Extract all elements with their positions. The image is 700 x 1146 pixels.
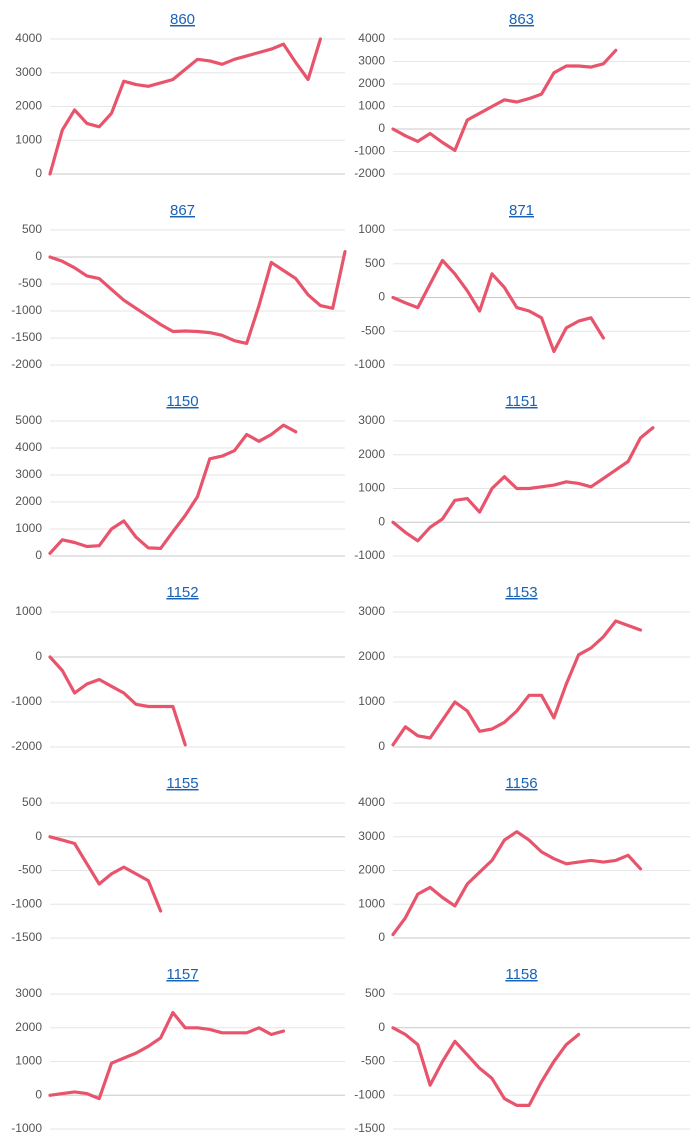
y-tick-label: -2000 <box>11 739 42 753</box>
data-line <box>391 48 618 152</box>
chart-title[interactable]: 1157 <box>166 966 198 983</box>
y-tick-label: 1000 <box>15 132 42 146</box>
y-tick-label: 2000 <box>358 76 385 90</box>
data-line <box>48 250 347 345</box>
y-tick-label: 0 <box>378 930 385 944</box>
data-line <box>391 426 655 543</box>
y-tick-label: 1000 <box>358 222 385 236</box>
y-tick-label: 4000 <box>15 31 42 45</box>
y-tick-label: 5000 <box>15 413 42 427</box>
y-tick-label: -1000 <box>11 303 42 317</box>
data-line <box>48 655 187 747</box>
y-tick-label: -1500 <box>11 930 42 944</box>
y-tick-label: 0 <box>35 249 42 263</box>
y-tick-label: 2000 <box>15 494 42 508</box>
y-tick-label: 2000 <box>15 99 42 113</box>
y-tick-label: 1000 <box>358 99 385 113</box>
y-tick-label: -500 <box>18 276 42 290</box>
y-tick-label: 1000 <box>358 896 385 910</box>
y-tick-label: 1000 <box>15 604 42 618</box>
y-tick-label: 1000 <box>358 481 385 495</box>
y-tick-label: 1000 <box>15 1054 42 1068</box>
y-tick-label: -1000 <box>11 694 42 708</box>
chart-title[interactable]: 1151 <box>505 393 537 410</box>
y-tick-label: 0 <box>378 290 385 304</box>
y-tick-label: 3000 <box>358 604 385 618</box>
y-tick-label: -500 <box>361 323 385 337</box>
chart-title[interactable]: 1150 <box>166 393 198 410</box>
y-tick-label: 0 <box>378 514 385 528</box>
y-tick-label: 0 <box>378 121 385 135</box>
data-line <box>48 1011 286 1101</box>
y-tick-label: 3000 <box>15 467 42 481</box>
y-tick-label: 0 <box>35 829 42 843</box>
y-tick-label: 0 <box>35 649 42 663</box>
data-line <box>391 830 643 937</box>
y-tick-label: 500 <box>22 795 42 809</box>
chart-title[interactable]: 1152 <box>166 584 198 601</box>
y-tick-label: 0 <box>378 1020 385 1034</box>
y-tick-label: 4000 <box>358 31 385 45</box>
y-tick-label: 500 <box>365 986 385 1000</box>
y-tick-label: 2000 <box>15 1020 42 1034</box>
y-tick-label: 500 <box>365 256 385 270</box>
y-tick-label: 3000 <box>15 65 42 79</box>
data-line <box>391 258 605 354</box>
y-tick-label: -1000 <box>354 1087 385 1101</box>
y-tick-label: -1000 <box>354 357 385 371</box>
y-tick-label: 3000 <box>358 54 385 68</box>
data-line <box>48 423 298 555</box>
y-tick-label: 1000 <box>358 694 385 708</box>
y-tick-label: 3000 <box>358 829 385 843</box>
y-tick-label: 0 <box>35 548 42 562</box>
chart-title[interactable]: 860 <box>170 11 195 28</box>
y-tick-label: 3000 <box>15 986 42 1000</box>
y-tick-label: 4000 <box>358 795 385 809</box>
chart-title[interactable]: 863 <box>509 11 534 28</box>
y-tick-label: -2000 <box>11 357 42 371</box>
y-tick-label: -1000 <box>11 896 42 910</box>
chart-title[interactable]: 867 <box>170 202 195 219</box>
y-tick-label: 1000 <box>15 521 42 535</box>
chart-title[interactable]: 1153 <box>505 584 537 601</box>
y-tick-label: -1000 <box>354 144 385 158</box>
y-tick-label: 0 <box>35 1087 42 1101</box>
y-tick-label: -500 <box>18 863 42 877</box>
data-line <box>391 619 643 747</box>
y-tick-label: 0 <box>378 739 385 753</box>
y-tick-label: 0 <box>35 166 42 180</box>
chart-title[interactable]: 1158 <box>505 966 537 983</box>
y-tick-label: 2000 <box>358 863 385 877</box>
y-tick-label: -2000 <box>354 166 385 180</box>
y-tick-label: -500 <box>361 1054 385 1068</box>
y-tick-label: -1000 <box>354 548 385 562</box>
y-tick-label: 500 <box>22 222 42 236</box>
y-tick-label: 3000 <box>358 413 385 427</box>
y-tick-label: -1000 <box>11 1121 42 1135</box>
data-line <box>48 835 163 913</box>
chart-title[interactable]: 871 <box>509 202 534 219</box>
chart-title[interactable]: 1156 <box>505 775 537 792</box>
y-tick-label: 2000 <box>358 649 385 663</box>
chart-title[interactable]: 1155 <box>166 775 198 792</box>
data-line <box>391 1026 581 1107</box>
y-tick-label: -1500 <box>354 1121 385 1135</box>
y-tick-label: -1500 <box>11 330 42 344</box>
data-line <box>48 37 322 176</box>
y-tick-label: 4000 <box>15 440 42 454</box>
y-tick-label: 2000 <box>358 447 385 461</box>
